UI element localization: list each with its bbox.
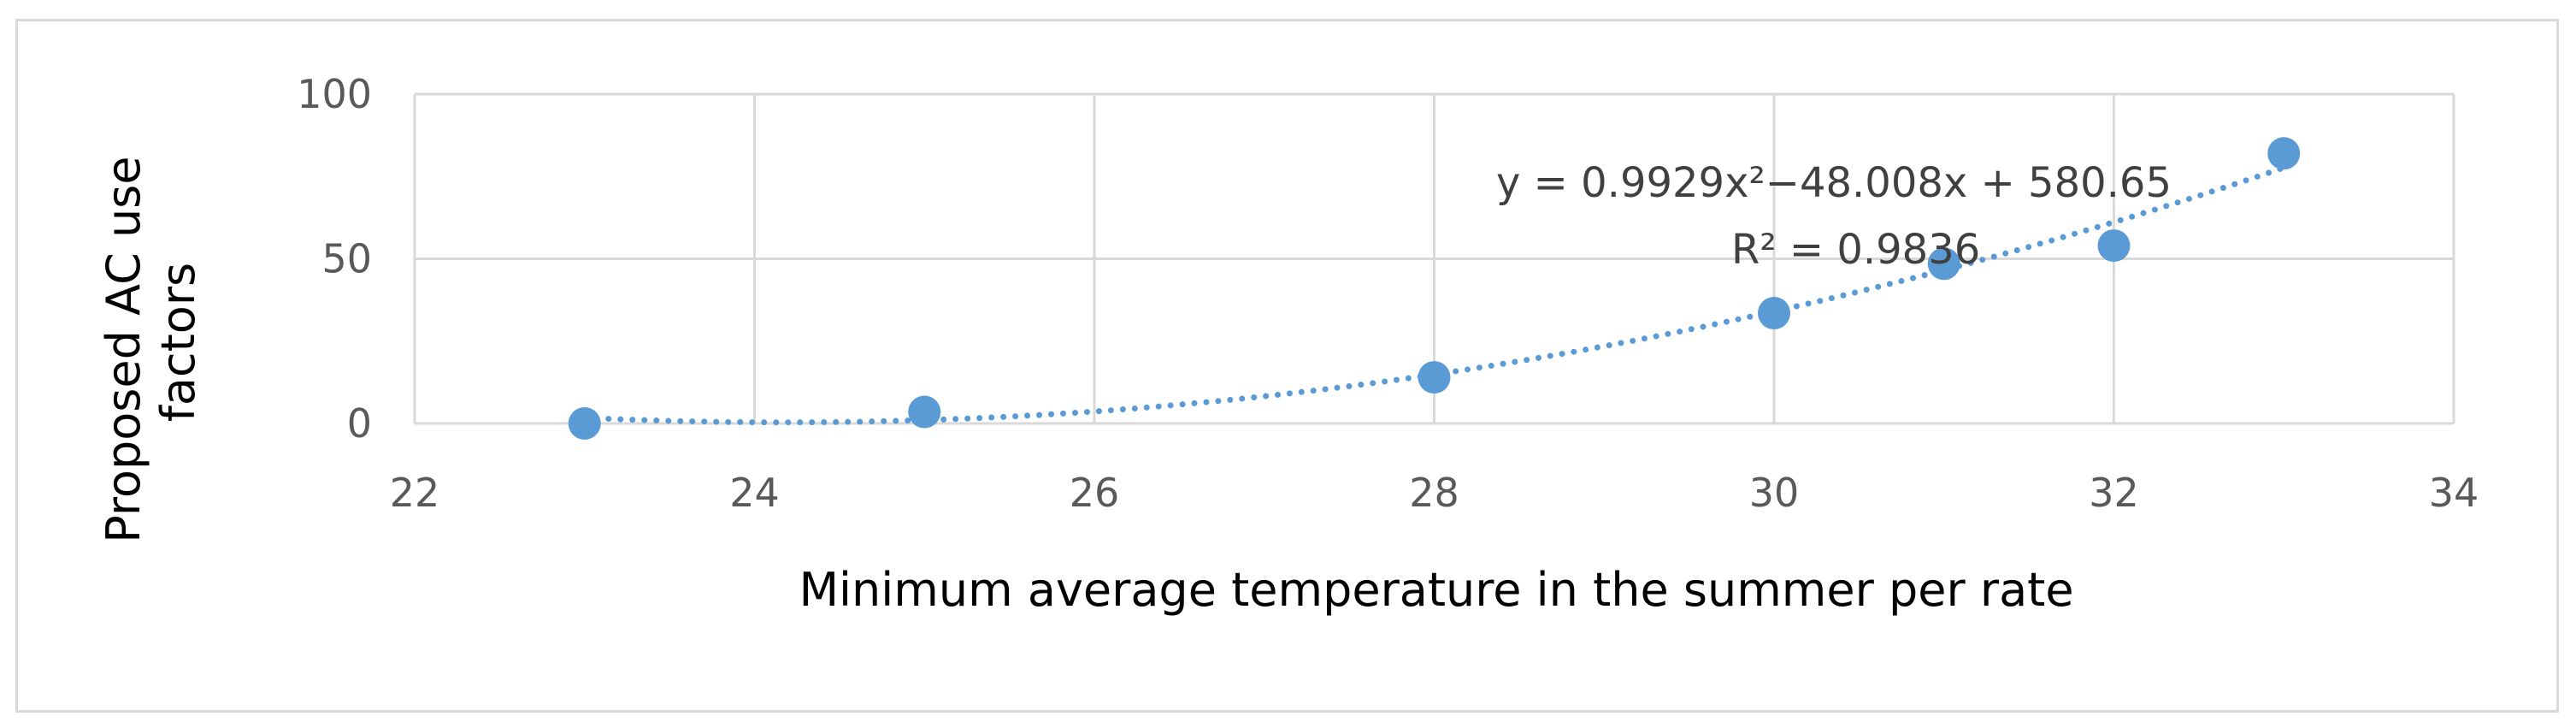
data-point [568,407,601,440]
data-point [1418,361,1451,394]
x-axis-title: Minimum average temperature in the summe… [799,563,2073,617]
data-point [2267,137,2301,170]
y-tick-label: 50 [321,236,372,282]
y-axis-title: Proposed AC use factors [97,141,205,542]
x-tick-label: 28 [1409,470,1459,516]
y-tick-label: 0 [347,400,372,447]
y-axis-title-line-2: factors [151,263,205,422]
x-tick-label: 30 [1749,470,1800,516]
x-tick-label: 34 [2429,470,2479,516]
data-point [1927,247,1960,281]
data-point [2097,229,2131,263]
data-point [1758,297,1790,330]
x-tick-label: 26 [1070,470,1120,516]
data-points [568,137,2301,440]
chart-area [15,19,2559,713]
trendline-equation: y = 0.9929x²−48.008x + 580.65 [1496,159,2172,207]
y-tick-labels: 0 50 100 [297,71,372,447]
x-tick-labels: 22 24 26 28 30 32 34 [390,470,2479,516]
x-tick-label: 24 [729,470,780,516]
data-point [908,395,941,429]
x-tick-label: 22 [390,470,440,516]
trendline-r2: R² = 0.9836 [1731,226,1980,274]
y-tick-label: 100 [297,71,372,117]
x-tick-label: 32 [2089,470,2139,516]
y-axis-title-line-1: Proposed AC use [97,156,150,542]
